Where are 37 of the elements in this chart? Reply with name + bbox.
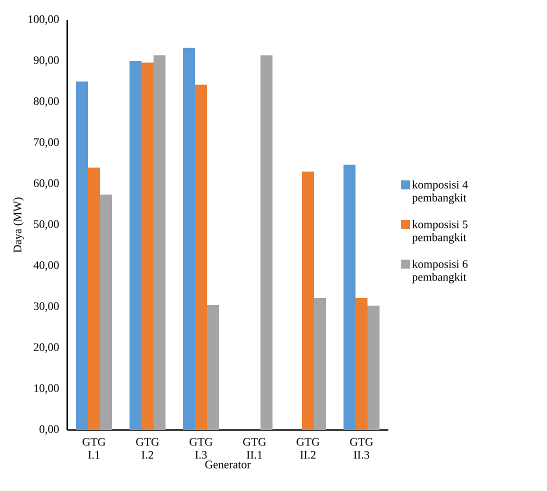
y-tick-label: 80,00 bbox=[34, 97, 59, 107]
y-tick-label: 20,00 bbox=[34, 343, 59, 353]
y-tick-label: 70,00 bbox=[34, 138, 59, 148]
x-tick-label: GTG II.1 bbox=[243, 438, 266, 459]
y-tick-label: 10,00 bbox=[34, 384, 59, 394]
x-tick-label: GTG I.2 bbox=[136, 438, 159, 459]
x-tick-label: GTG II.3 bbox=[350, 438, 373, 459]
bar bbox=[142, 62, 154, 430]
y-axis-title: Daya (MW) bbox=[13, 198, 24, 253]
bar bbox=[356, 298, 368, 430]
legend-label: komposisi 4 pembangkit bbox=[412, 180, 468, 204]
bar bbox=[130, 60, 142, 430]
x-tick-label: GTG I.3 bbox=[190, 438, 212, 459]
legend-label: komposisi 6 pembangkit bbox=[412, 260, 468, 284]
y-tick-label: 60,00 bbox=[34, 179, 59, 189]
y-tick-label: 100,00 bbox=[28, 15, 59, 25]
bar bbox=[154, 55, 166, 430]
bar bbox=[76, 81, 88, 430]
bar bbox=[88, 168, 100, 430]
y-tick-label: 90,00 bbox=[34, 56, 59, 66]
bar bbox=[368, 306, 380, 430]
legend-label: komposisi 5 pembangkit bbox=[412, 220, 468, 244]
x-tick-label: GTG II.2 bbox=[296, 438, 320, 459]
bar bbox=[100, 194, 112, 430]
bar bbox=[314, 298, 326, 430]
y-tick-label: 0,00 bbox=[40, 425, 59, 435]
x-tick-label: GTG I.1 bbox=[82, 438, 106, 459]
y-tick-label: 40,00 bbox=[34, 261, 59, 271]
bar bbox=[344, 164, 356, 430]
bar bbox=[195, 84, 208, 430]
bar bbox=[302, 172, 314, 430]
x-axis-title: Generator bbox=[205, 460, 251, 468]
bar bbox=[260, 55, 273, 430]
y-tick-label: 30,00 bbox=[34, 302, 59, 312]
bar bbox=[207, 304, 220, 430]
bar bbox=[183, 48, 196, 430]
y-tick-label: 50,00 bbox=[34, 220, 59, 230]
